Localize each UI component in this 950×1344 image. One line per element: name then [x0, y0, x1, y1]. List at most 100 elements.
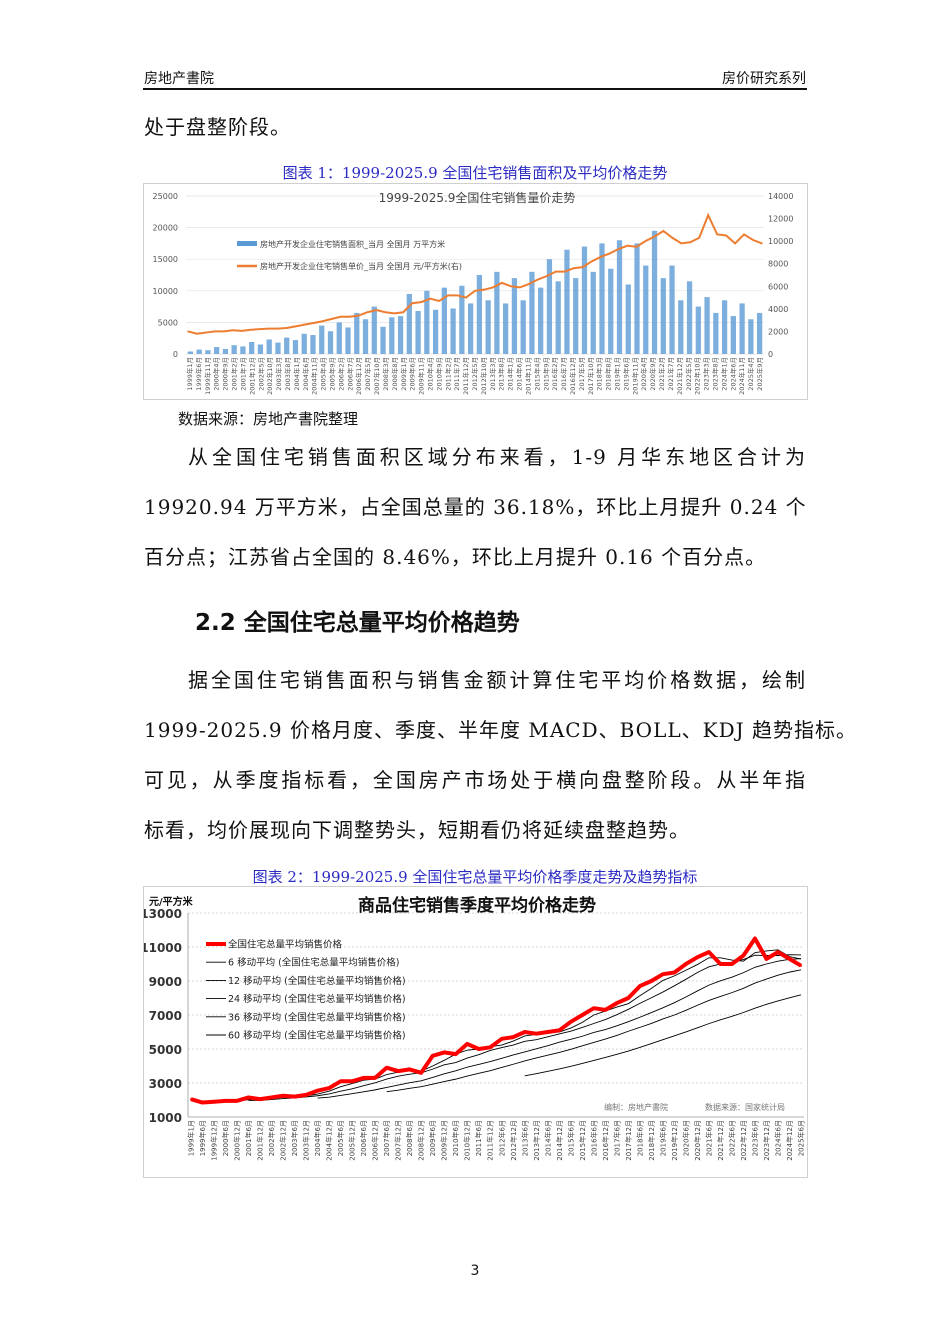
x-tick-label: 2018年8月: [604, 357, 613, 391]
price-point: [536, 278, 539, 281]
x-tick-label: 2006年7月: [345, 357, 354, 391]
price-point: [554, 270, 557, 273]
average-price-point: [546, 1031, 549, 1033]
x-tick-label: 1999年1月: [185, 357, 194, 391]
x-tick-label: 2013年8月: [497, 357, 506, 391]
y-left-tick-label: 25000: [153, 192, 178, 201]
sales-volume-price-chart: 0 5000 10000 15000 20000 25000 0 2000 4000 6000 80…: [153, 190, 794, 395]
x-tick-label: 2012年6月: [497, 1120, 506, 1156]
average-price-point: [443, 1051, 446, 1054]
price-point: [393, 312, 396, 315]
x-tick-label: 2023年12月: [762, 1120, 771, 1161]
average-price-point: [408, 1068, 411, 1071]
average-price-point: [397, 1070, 400, 1073]
price-point: [644, 240, 647, 242]
y-right-tick-label: 4000: [768, 305, 788, 314]
area-bar: [240, 346, 246, 354]
average-price-point: [500, 1037, 503, 1040]
x-tick-label: 2012年10月: [479, 357, 488, 395]
para2-line: 标看，均价展现向下调整势头，短期看仍将延续盘整趋势。: [144, 818, 690, 842]
area-bar: [634, 243, 640, 354]
x-tick-label: 2022年12月: [739, 1120, 748, 1161]
average-price-point: [719, 963, 722, 965]
y-right-tick-label: 12000: [768, 215, 793, 224]
x-tick-label: 2013年3月: [488, 357, 497, 391]
area-bar: [660, 278, 666, 354]
y-left-tick-label: 5000: [158, 318, 178, 327]
price-point: [608, 252, 611, 255]
figure1-source: 数据来源：房地产書院整理: [178, 410, 359, 428]
x-tick-label: 2004年6月: [313, 1120, 322, 1156]
price-point: [563, 270, 566, 273]
average-price-point: [305, 1093, 308, 1096]
x-tick-label: 2006年6月: [359, 1120, 368, 1156]
price-point: [366, 311, 369, 314]
area-bar: [564, 249, 570, 354]
x-tick-label: 2001年2月: [230, 357, 239, 391]
legend-label: 12 移动平均 (全国住宅总量平均销售价格): [228, 975, 406, 987]
x-tick-label: 2022年5月: [684, 357, 693, 391]
area-bar: [397, 316, 404, 354]
price-point: [384, 311, 387, 314]
para1-line: 从全国住宅销售面积区域分布来看，1-9 月华东地区合计为: [188, 445, 806, 469]
average-price-point: [213, 1100, 216, 1103]
x-tick-label: 1999年12月: [210, 1120, 219, 1161]
legend-bar-swatch: [237, 241, 257, 246]
price-point: [339, 315, 342, 318]
x-tick-label: 2011年2月: [443, 357, 452, 391]
area-bar: [319, 325, 325, 354]
legend-area: 房地产开发企业住宅销售面积_当月 全国月 万平方米: [260, 239, 445, 249]
y-left-tick-label: 10000: [153, 287, 178, 296]
area-bar: [467, 303, 474, 354]
price-point: [375, 309, 378, 311]
average-price-point: [247, 1096, 250, 1099]
price-point: [752, 239, 754, 241]
area-bar: [362, 319, 369, 354]
price-point: [689, 241, 692, 244]
x-tick-label: 1999年6月: [194, 357, 203, 391]
x-tick-label: 2024年11月: [737, 357, 746, 395]
moving-average-line: [213, 949, 802, 1103]
x-tick-label: 2016年12月: [601, 1120, 610, 1161]
price-point: [617, 248, 620, 250]
header-right: 房价研究系列: [722, 71, 806, 87]
x-tick-label: 2012年5月: [470, 357, 479, 391]
x-tick-label: 2008年12月: [417, 1120, 426, 1161]
average-price-point: [615, 1002, 618, 1005]
price-point: [680, 242, 683, 245]
price-point: [761, 242, 763, 245]
area-bar: [669, 265, 675, 354]
para2-line: 可见，从季度指标看，全国房产市场处于横向盘整阶段。从半年指: [144, 768, 806, 792]
area-bar: [415, 311, 421, 354]
average-price-point: [558, 1029, 561, 1032]
annotation-source: 数据来源：国家统计局: [705, 1102, 785, 1112]
x-tick-label: 2003年6月: [290, 1120, 299, 1156]
area-bar: [520, 300, 526, 354]
average-price-point: [604, 1008, 607, 1011]
price-point: [528, 283, 530, 285]
average-price-point: [270, 1096, 273, 1099]
y-right-tick-label: 6000: [768, 282, 788, 291]
x-tick-label: 2006年12月: [371, 1120, 380, 1161]
average-price-point: [339, 1080, 342, 1083]
average-price-point: [684, 963, 687, 965]
page-number: 3: [470, 1263, 480, 1279]
x-tick-label: 2008年3月: [381, 357, 390, 391]
x-tick-label: 2011年6月: [474, 1120, 483, 1156]
area-bar: [310, 335, 316, 354]
average-price-point: [328, 1087, 331, 1090]
price-point: [447, 294, 449, 297]
price-point: [258, 328, 261, 330]
y-right-tick-label: 14000: [768, 192, 793, 201]
area-bar: [406, 293, 412, 354]
y-tick-label: 11000: [144, 941, 182, 955]
price-point: [671, 236, 674, 239]
average-price-point: [753, 937, 756, 940]
y-left-tick-label: 20000: [153, 224, 178, 233]
x-tick-label: 2005年9月: [328, 357, 337, 391]
average-price-point: [707, 951, 710, 954]
area-bar: [721, 300, 728, 354]
price-point: [205, 331, 207, 334]
average-price-point: [282, 1094, 285, 1097]
x-tick-label: 2025年4月: [746, 357, 755, 391]
